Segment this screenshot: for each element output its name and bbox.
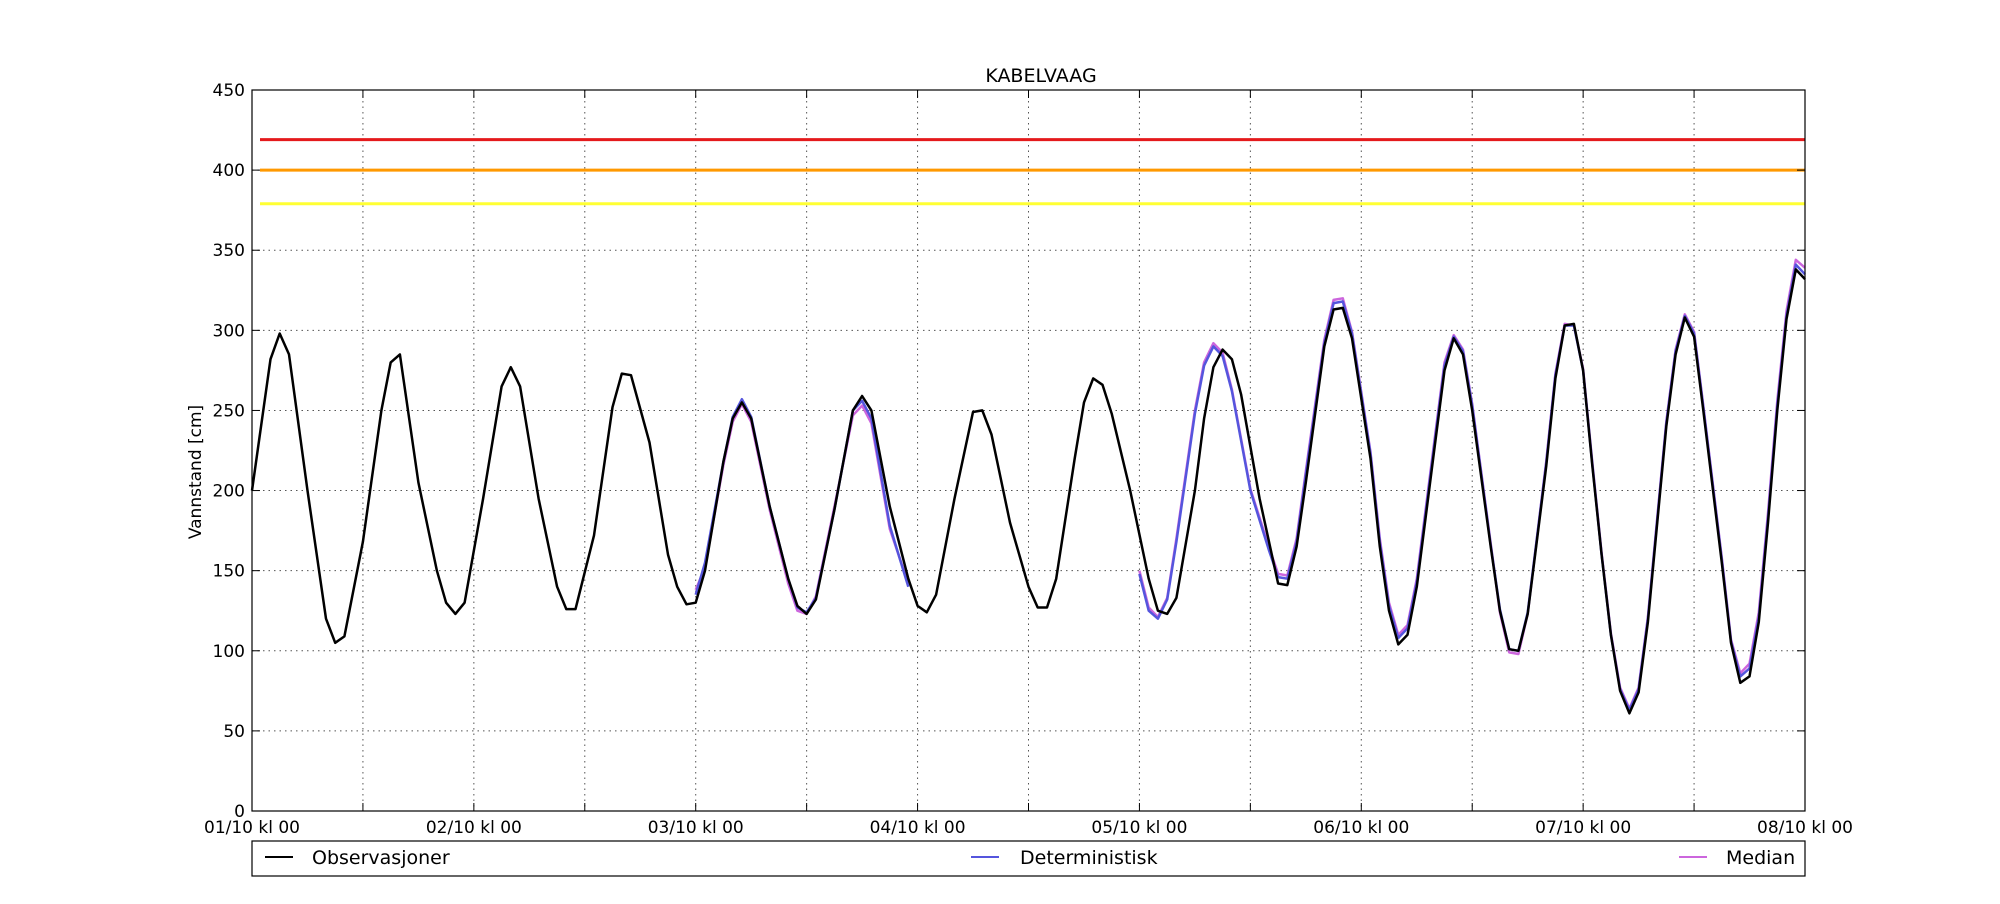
legend-label-deterministisk: Deterministisk (1020, 847, 1158, 869)
y-tick-label: 150 (213, 562, 245, 582)
x-tick-label: 06/10 kl 00 (1313, 818, 1409, 838)
x-tick-label: 04/10 kl 00 (870, 818, 966, 838)
y-tick-label: 450 (213, 81, 245, 101)
y-axis-label: Vannstand [cm] (186, 405, 206, 539)
threshold-lines (260, 138, 1805, 206)
grid-lines (252, 90, 1805, 811)
legend: Observasjoner Deterministisk Median (251, 840, 1806, 877)
y-tick-label: 300 (213, 321, 245, 341)
legend-frame (251, 840, 1806, 877)
x-tick-label: 07/10 kl 00 (1535, 818, 1631, 838)
series-lines (250, 258, 1806, 715)
x-tick-label: 08/10 kl 00 (1757, 818, 1853, 838)
y-tick-label: 350 (213, 241, 245, 261)
x-tick-label: 01/10 kl 00 (204, 818, 300, 838)
series-line-observasjoner (250, 268, 1806, 715)
y-tick-label: 200 (213, 482, 245, 502)
axis-ticks: 0 50 100 150 200 250 300 350 400 450 01/10 kl 00 02… (204, 81, 1853, 838)
y-tick-label: 100 (213, 642, 245, 662)
chart-title: KABELVAAG (985, 65, 1096, 87)
y-tick-label: 250 (213, 401, 245, 421)
y-tick-label: 400 (213, 161, 245, 181)
x-tick-label: 02/10 kl 00 (426, 818, 522, 838)
y-tick-label: 0 (234, 802, 245, 822)
legend-label-observasjoner: Observasjoner (312, 847, 450, 869)
x-tick-label: 05/10 kl 00 (1091, 818, 1187, 838)
y-tick-label: 50 (223, 722, 245, 742)
x-tick-label: 03/10 kl 00 (648, 818, 744, 838)
legend-label-median: Median (1726, 847, 1795, 869)
